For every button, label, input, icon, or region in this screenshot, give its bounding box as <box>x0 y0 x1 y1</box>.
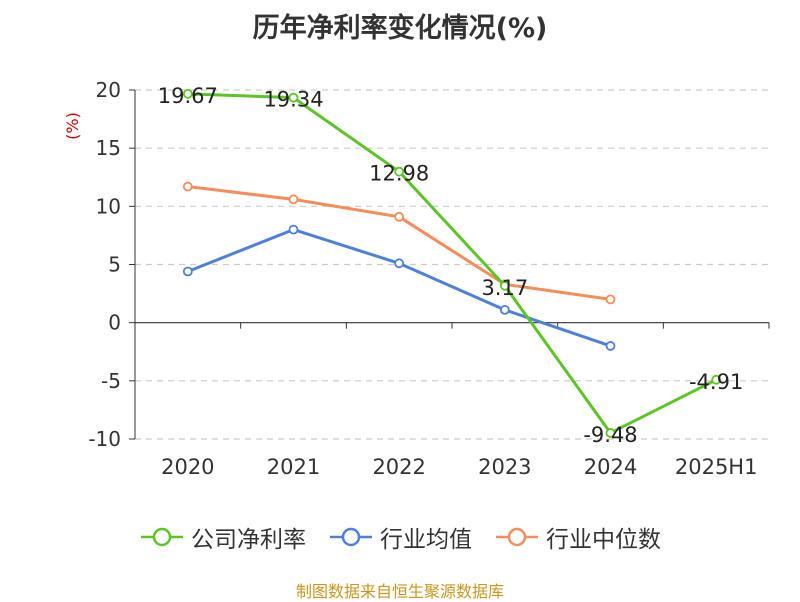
data-label: -9.48 <box>583 423 637 447</box>
data-point <box>182 266 193 277</box>
chart-legend: 公司净利率 行业均值 行业中位数 <box>0 520 800 554</box>
legend-label-industry-avg: 行业均值 <box>380 527 472 553</box>
legend-swatch-industry-median <box>496 527 538 547</box>
data-point <box>605 428 616 438</box>
x-tick-label: 2022 <box>372 455 425 479</box>
series-line-1 <box>187 228 611 348</box>
data-point <box>605 294 616 305</box>
data-label: -4.91 <box>689 370 743 394</box>
y-tick-label: 15 <box>96 136 121 160</box>
x-tick-label: 2025H1 <box>675 455 758 479</box>
legend-item-company[interactable]: 公司净利率 <box>139 520 306 554</box>
data-point <box>499 280 510 291</box>
y-tick-label: 20 <box>96 78 121 102</box>
legend-label-industry-median: 行业中位数 <box>546 527 661 553</box>
data-point <box>288 194 299 205</box>
y-axis-label: (%) <box>63 112 82 140</box>
y-tick-label: -5 <box>101 369 121 393</box>
data-point <box>711 374 722 385</box>
x-tick-label: 2023 <box>478 455 531 479</box>
y-tick-label: 0 <box>108 311 121 335</box>
data-point <box>394 211 405 222</box>
legend-label-company: 公司净利率 <box>191 527 306 553</box>
legend-item-industry-median[interactable]: 行业中位数 <box>494 520 661 554</box>
data-label: 19.34 <box>263 88 323 112</box>
data-point <box>394 258 405 269</box>
legend-swatch-industry-avg <box>330 527 372 547</box>
x-tick-label: 2021 <box>267 455 320 479</box>
data-label: 12.98 <box>369 162 429 186</box>
series-line-0 <box>187 92 717 435</box>
source-note: 制图数据来自恒生聚源数据库 <box>295 582 504 601</box>
y-tick-label: 5 <box>108 253 121 277</box>
data-point <box>605 341 616 351</box>
data-label: 3.17 <box>481 276 528 300</box>
legend-swatch-company <box>141 527 183 547</box>
data-point <box>394 166 405 177</box>
data-point <box>288 224 299 235</box>
data-label: 19.67 <box>158 84 218 108</box>
data-point <box>182 181 193 192</box>
y-tick-label: -10 <box>88 427 121 451</box>
x-tick-label: 2020 <box>161 455 214 479</box>
y-tick-label: 10 <box>96 194 121 218</box>
data-point <box>182 88 193 99</box>
data-point <box>288 92 299 103</box>
x-tick-label: 2024 <box>584 455 637 479</box>
data-point <box>499 304 510 315</box>
legend-item-industry-avg[interactable]: 行业均值 <box>328 520 472 554</box>
chart-title: 历年净利率变化情况(%) <box>252 13 548 44</box>
series-line-2 <box>187 185 611 301</box>
